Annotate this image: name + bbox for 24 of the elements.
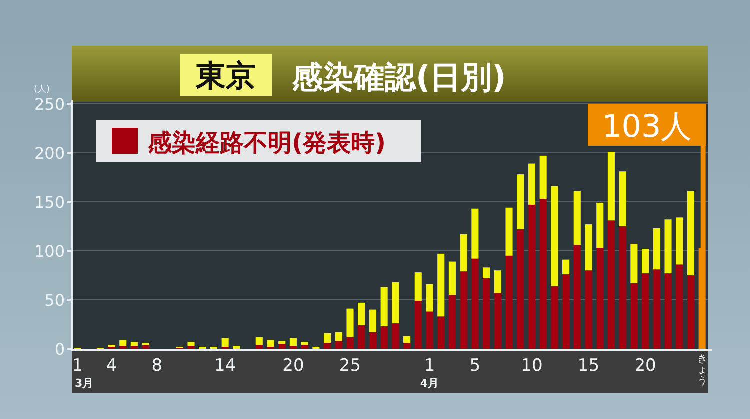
x-tick-label: 10 — [521, 356, 543, 376]
x-tick-label: 15 — [578, 356, 600, 376]
annotation: 103人 — [602, 109, 692, 145]
y-tick-label: 250 — [34, 95, 65, 114]
x-tick-label: 5 — [470, 356, 481, 376]
y-tick-label: 0 — [54, 340, 65, 359]
x-tick-label: 1 4月 — [420, 356, 440, 390]
x-tick-label: 1 3月 — [72, 356, 94, 390]
x-tick-label: 20 — [282, 356, 304, 376]
y-tick-label: 200 — [34, 144, 65, 163]
x-tick-label: 25 — [339, 356, 362, 376]
y-tick-label: 150 — [34, 193, 65, 212]
y-tick-label: 50 — [44, 291, 65, 310]
chart-subtitle: 感染確認(日別) — [291, 60, 506, 96]
x-tick-label: 14 — [214, 356, 236, 376]
y-axis-title: (人) — [34, 84, 50, 95]
chart-title: 東京 — [195, 59, 256, 94]
x-tick-label: 8 — [152, 356, 163, 376]
y-tick-label: 100 — [34, 242, 65, 261]
x-tick-label: 4 — [106, 356, 118, 376]
callout: 103人 — [588, 104, 706, 248]
legend-label: 感染経路不明(発表時) — [147, 129, 386, 157]
x-tick-label: きょう — [697, 354, 708, 387]
x-tick-label: 20 — [634, 356, 656, 376]
